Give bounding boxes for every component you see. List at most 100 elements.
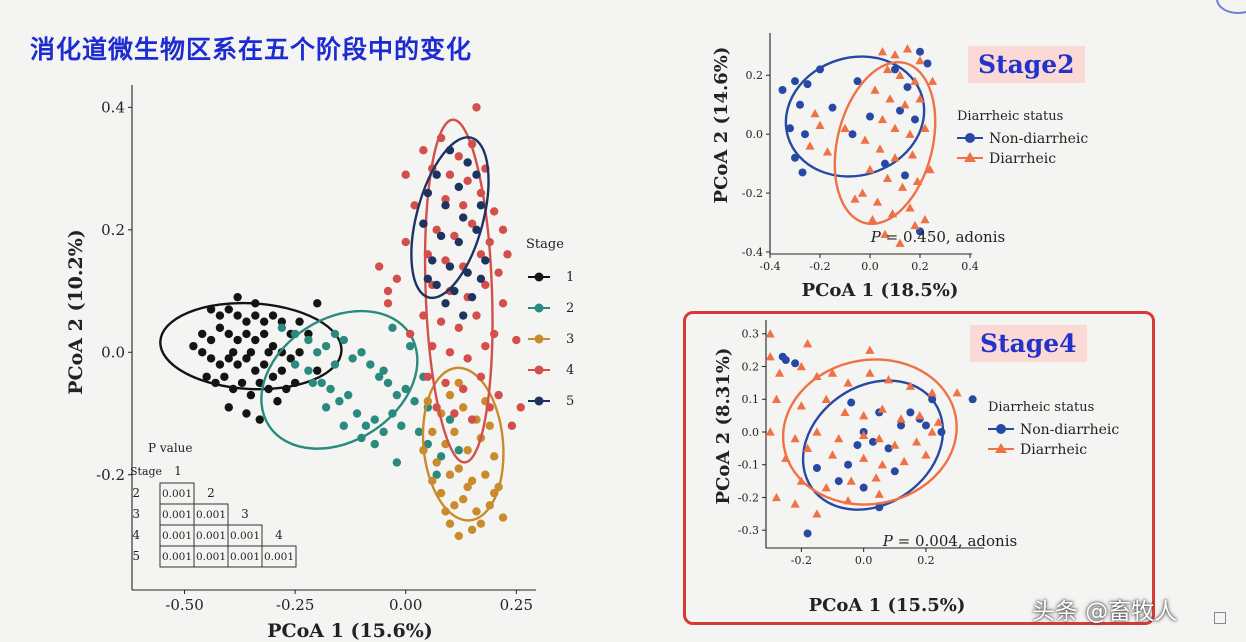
main-point-2 bbox=[348, 354, 357, 363]
stage2-point-diarrheic bbox=[857, 188, 868, 197]
slide-title: 消化道微生物区系在五个阶段中的变化 bbox=[30, 35, 473, 64]
main-point-2 bbox=[330, 329, 340, 339]
main-point-4 bbox=[459, 384, 468, 394]
main-point-1 bbox=[290, 378, 300, 388]
stage4-y-tick-label: 0.3 bbox=[742, 328, 760, 341]
main-point-1 bbox=[206, 305, 216, 314]
main-point-3 bbox=[432, 458, 441, 467]
main-point-2 bbox=[414, 427, 424, 437]
main-point-1 bbox=[251, 311, 260, 320]
stage2-point-diarrheic bbox=[877, 114, 888, 124]
stage2-point-diarrheic bbox=[882, 64, 893, 74]
main-point-4 bbox=[441, 195, 450, 204]
stage2-point-non-diarrheic bbox=[848, 130, 857, 139]
main-point-2 bbox=[392, 390, 402, 400]
stage2-point-diarrheic bbox=[915, 94, 925, 103]
pvalue-cell: 0.001 bbox=[162, 530, 192, 542]
main-point-4 bbox=[383, 286, 393, 296]
stage2-point-diarrheic bbox=[905, 129, 915, 138]
stage2-p-symbol: P bbox=[870, 228, 882, 246]
stage2-point-non-diarrheic bbox=[916, 227, 924, 236]
main-point-4 bbox=[454, 323, 463, 332]
stage2-point-diarrheic bbox=[810, 108, 820, 118]
stage4-p-value: = 0.004, adonis bbox=[893, 532, 1017, 550]
main-point-1 bbox=[233, 360, 242, 369]
main-point-2 bbox=[432, 470, 441, 479]
main-point-5 bbox=[423, 274, 433, 284]
main-point-4 bbox=[441, 378, 450, 388]
pvalue-corner: Stage bbox=[130, 465, 162, 478]
stage4-point-diarrheic bbox=[774, 368, 785, 377]
main-point-1 bbox=[277, 366, 287, 375]
main-point-3 bbox=[445, 470, 455, 479]
main-point-1 bbox=[189, 341, 198, 351]
stage2-y-axis-label: PCoA 2 (14.6%) bbox=[711, 47, 732, 204]
stage4-y-tick-label: -0.3 bbox=[738, 524, 759, 537]
main-point-4 bbox=[481, 341, 490, 351]
main-point-2 bbox=[326, 384, 335, 394]
main-point-5 bbox=[441, 299, 450, 308]
main-point-4 bbox=[419, 146, 428, 155]
stage4-point-diarrheic bbox=[790, 499, 800, 508]
stage4-y-tick-label: -0.1 bbox=[738, 459, 759, 472]
stage4-point-diarrheic bbox=[896, 414, 906, 423]
main-point-4 bbox=[450, 409, 459, 418]
stage2-y-tick-label: 0.0 bbox=[746, 128, 764, 141]
stage4-x-tick-label: -0.2 bbox=[791, 554, 812, 567]
stage2-point-diarrheic bbox=[895, 238, 905, 247]
main-point-2 bbox=[335, 397, 344, 406]
stage4-y-tick-label: 0.1 bbox=[742, 393, 760, 406]
stage2-p-value: = 0.450, adonis bbox=[881, 228, 1005, 246]
main-point-2 bbox=[388, 409, 397, 418]
main-point-3 bbox=[481, 470, 490, 479]
main-point-2 bbox=[370, 415, 379, 424]
stage2-point-diarrheic bbox=[900, 100, 910, 109]
main-point-4 bbox=[436, 133, 446, 143]
main-point-3 bbox=[423, 397, 433, 406]
stage4-x-axis-label: PCoA 1 (15.5%) bbox=[809, 595, 966, 616]
main-point-3 bbox=[485, 501, 494, 510]
stage2-p-annotation: P = 0.450, adonis bbox=[870, 228, 1005, 246]
main-point-3 bbox=[472, 507, 481, 516]
main-point-5 bbox=[472, 170, 481, 179]
main-point-4 bbox=[476, 188, 486, 198]
main-point-4 bbox=[428, 341, 437, 351]
main-point-2 bbox=[370, 439, 379, 449]
main-point-5 bbox=[459, 311, 468, 320]
main-point-5 bbox=[441, 201, 450, 210]
stage4-legend-title: Diarrheic status bbox=[988, 400, 1094, 415]
pvalue-cell: 0.001 bbox=[196, 551, 226, 563]
main-point-2 bbox=[357, 348, 366, 357]
pvalue-cell: 0.001 bbox=[196, 530, 226, 542]
pvalue-cell: 0.001 bbox=[230, 551, 260, 563]
main-point-2 bbox=[321, 403, 331, 412]
stage2-point-non-diarrheic bbox=[828, 103, 837, 112]
main-point-4 bbox=[392, 274, 402, 284]
main-point-1 bbox=[220, 372, 229, 381]
main-point-1 bbox=[242, 329, 251, 339]
main-point-4 bbox=[507, 421, 517, 430]
main-point-1 bbox=[251, 366, 260, 375]
main-point-3 bbox=[463, 482, 472, 492]
main-point-2 bbox=[361, 421, 371, 430]
main-point-4 bbox=[498, 299, 508, 308]
main-legend-marker bbox=[534, 303, 544, 313]
main-point-5 bbox=[423, 188, 433, 198]
stage2-point-diarrheic bbox=[890, 153, 900, 162]
stage4-point-diarrheic bbox=[840, 407, 850, 417]
main-point-3 bbox=[463, 446, 472, 455]
stage2-point-diarrheic bbox=[815, 120, 825, 130]
stage2-x-tick-label: -0.2 bbox=[809, 260, 830, 273]
stage2-legend-marker bbox=[964, 152, 976, 162]
stage2-point-non-diarrheic bbox=[798, 168, 807, 177]
main-y-tick-label: 0.2 bbox=[101, 221, 125, 239]
main-point-2 bbox=[397, 421, 406, 430]
main-ellipse-1 bbox=[159, 301, 343, 391]
stage4-p-annotation: P = 0.004, adonis bbox=[882, 532, 1017, 550]
main-y-tick-label: 0.0 bbox=[101, 344, 125, 362]
stage2-point-diarrheic bbox=[822, 147, 833, 156]
main-point-2 bbox=[445, 415, 455, 424]
main-legend-label: 4 bbox=[566, 363, 574, 378]
main-ellipse-2 bbox=[260, 309, 419, 450]
stage2-x-tick-label: 0.4 bbox=[961, 260, 979, 273]
